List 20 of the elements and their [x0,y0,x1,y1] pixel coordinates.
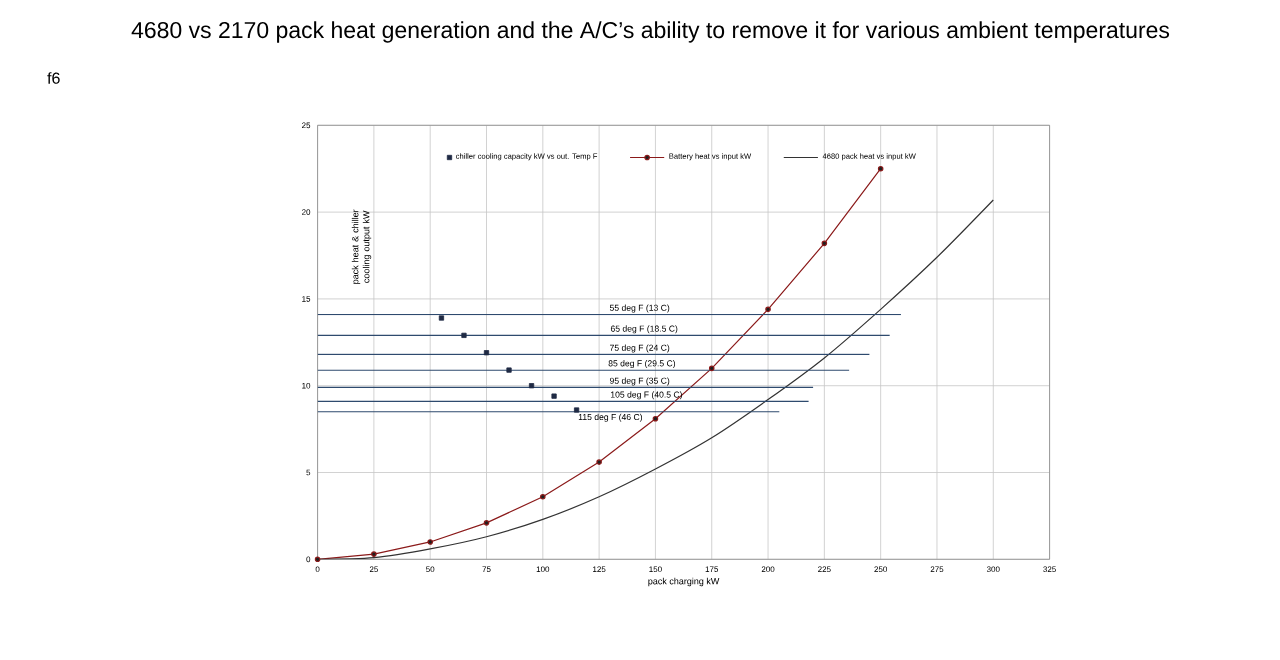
point [371,551,377,557]
point [483,520,490,526]
text: f6 [47,72,60,84]
point [708,365,715,372]
point [506,367,512,373]
point [427,539,433,545]
point [551,393,557,399]
point [483,350,490,356]
point [540,494,546,500]
point [461,332,467,338]
point [877,165,884,172]
point [528,383,535,389]
point [574,407,580,413]
point [438,315,445,321]
chart-title: 4680 vs 2170 pack heat generation and the A/C’s ability to remove it for various ambient temperatures [131,21,1170,43]
point [596,459,602,465]
point [652,415,659,422]
point [765,306,771,313]
point [314,556,321,563]
point [821,240,828,247]
